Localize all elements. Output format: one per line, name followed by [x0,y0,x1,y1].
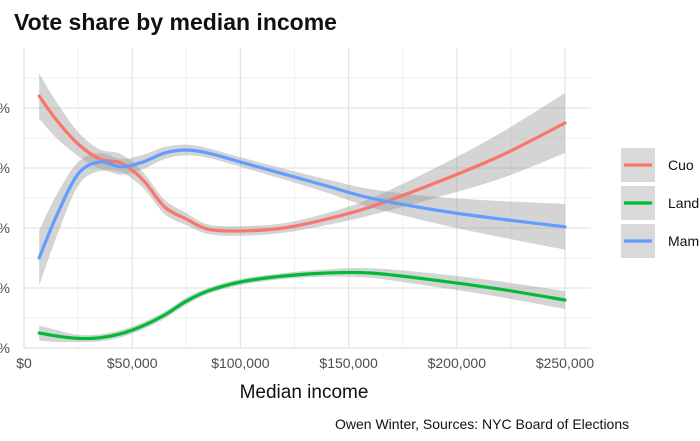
y-tick-label: % [0,100,10,116]
x-tick-label: $200,000 [428,355,487,371]
grid-minor [24,48,591,348]
series-line [37,270,567,341]
legend-label: Land [668,195,699,211]
grid-major [23,48,591,349]
x-tick-label: $50,000 [107,355,158,371]
x-tick-label: $0 [16,355,32,371]
x-axis-title: Median income [240,382,369,403]
series-line [37,94,567,233]
x-tick-label: $150,000 [319,355,378,371]
y-tick-label: % [0,160,10,176]
x-tick-label: $100,000 [211,355,270,371]
y-tick-label: % [0,220,10,236]
legend: Cuo Land Mam [621,148,699,258]
y-tick-label: % [0,340,10,356]
x-axis-ticks: $0 $50,000 $100,000 $150,000 $200,000 $250,00… [16,355,594,371]
chart-title: Vote share by median income [14,9,337,35]
series-lines [37,94,567,341]
legend-label: Cuo [668,157,694,173]
confidence-band [39,267,566,343]
y-tick-label: % [0,280,10,296]
y-axis-ticks: %%%%% [0,100,10,356]
x-tick-label: $250,000 [536,355,595,371]
legend-label: Mam [668,233,699,249]
series-line [37,148,567,260]
chart-caption: Owen Winter, Sources: NYC Board of Elect… [335,416,629,432]
confidence-band [39,73,566,236]
confidence-ribbons [39,73,566,343]
